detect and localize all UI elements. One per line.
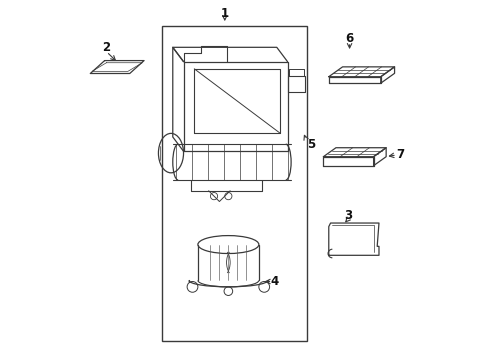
Text: 4: 4	[270, 275, 279, 288]
Text: 7: 7	[396, 148, 404, 161]
Text: 6: 6	[345, 32, 353, 45]
Text: 5: 5	[306, 138, 314, 150]
Text: 2: 2	[102, 41, 110, 54]
Text: 1: 1	[220, 7, 228, 20]
Bar	[162, 26, 306, 341]
Text: 3: 3	[344, 210, 352, 222]
